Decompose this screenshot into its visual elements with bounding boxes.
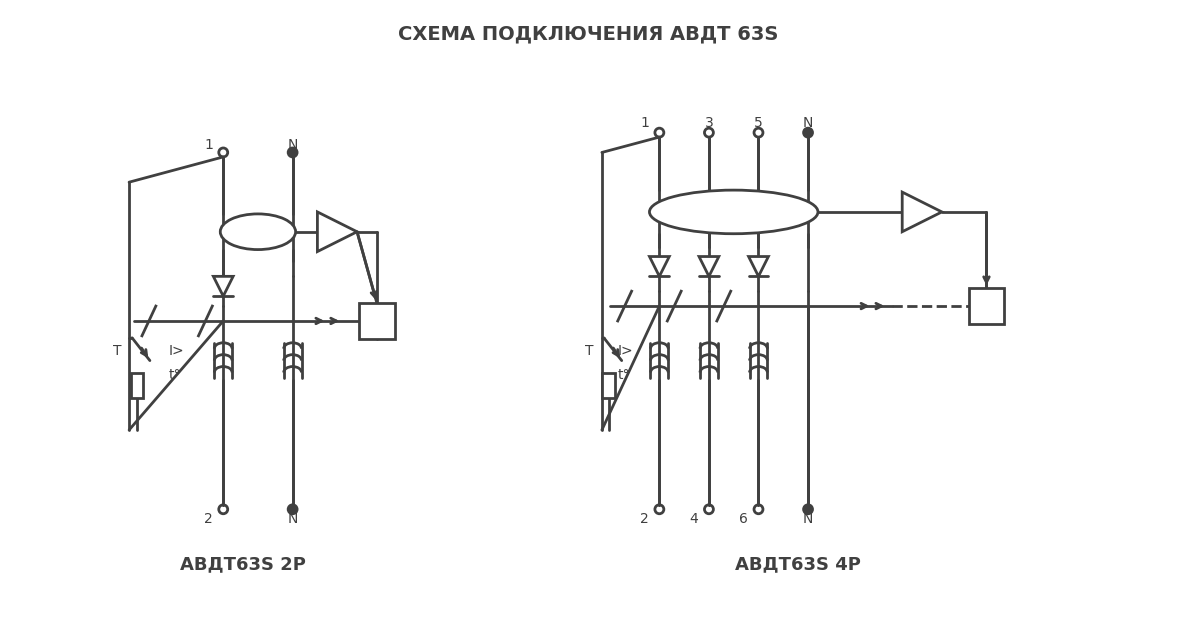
Text: N: N [287, 512, 298, 526]
Text: АВДТ63S 2Р: АВДТ63S 2Р [180, 555, 306, 573]
Text: 3: 3 [705, 115, 713, 130]
Text: T: T [585, 344, 593, 358]
Text: T: T [113, 344, 121, 358]
Text: 2: 2 [204, 512, 213, 526]
Circle shape [804, 505, 812, 514]
Text: 6: 6 [739, 512, 749, 526]
Text: N: N [803, 512, 813, 526]
Polygon shape [213, 276, 233, 296]
Text: 2: 2 [640, 512, 649, 526]
Text: A: A [328, 225, 337, 239]
Text: N: N [287, 138, 298, 151]
Ellipse shape [650, 190, 818, 233]
Text: K: K [372, 314, 381, 328]
Bar [359, 303, 394, 339]
Bar [131, 373, 144, 398]
Text: K: K [982, 299, 991, 313]
Text: N: N [803, 115, 813, 130]
Polygon shape [903, 192, 942, 232]
Text: A: A [913, 206, 922, 218]
Text: АВДТ63S 4Р: АВДТ63S 4Р [736, 555, 862, 573]
Text: СХЕМА ПОДКЛЮЧЕНИЯ АВДТ 63S: СХЕМА ПОДКЛЮЧЕНИЯ АВДТ 63S [398, 24, 779, 43]
Text: 1: 1 [204, 138, 213, 151]
Text: 4: 4 [690, 512, 698, 526]
Text: 5: 5 [754, 115, 763, 130]
Ellipse shape [220, 214, 295, 250]
Text: t°: t° [168, 369, 181, 382]
Text: I>: I> [168, 344, 185, 358]
Text: 1: 1 [640, 115, 649, 130]
Text: I>: I> [618, 344, 633, 358]
Circle shape [288, 505, 297, 514]
Polygon shape [749, 257, 769, 276]
Bar [969, 288, 1004, 324]
Circle shape [804, 128, 812, 137]
Bar [603, 373, 616, 398]
Polygon shape [699, 257, 719, 276]
Polygon shape [318, 212, 357, 252]
Text: t°: t° [618, 369, 630, 382]
Polygon shape [650, 257, 670, 276]
Circle shape [288, 148, 297, 157]
